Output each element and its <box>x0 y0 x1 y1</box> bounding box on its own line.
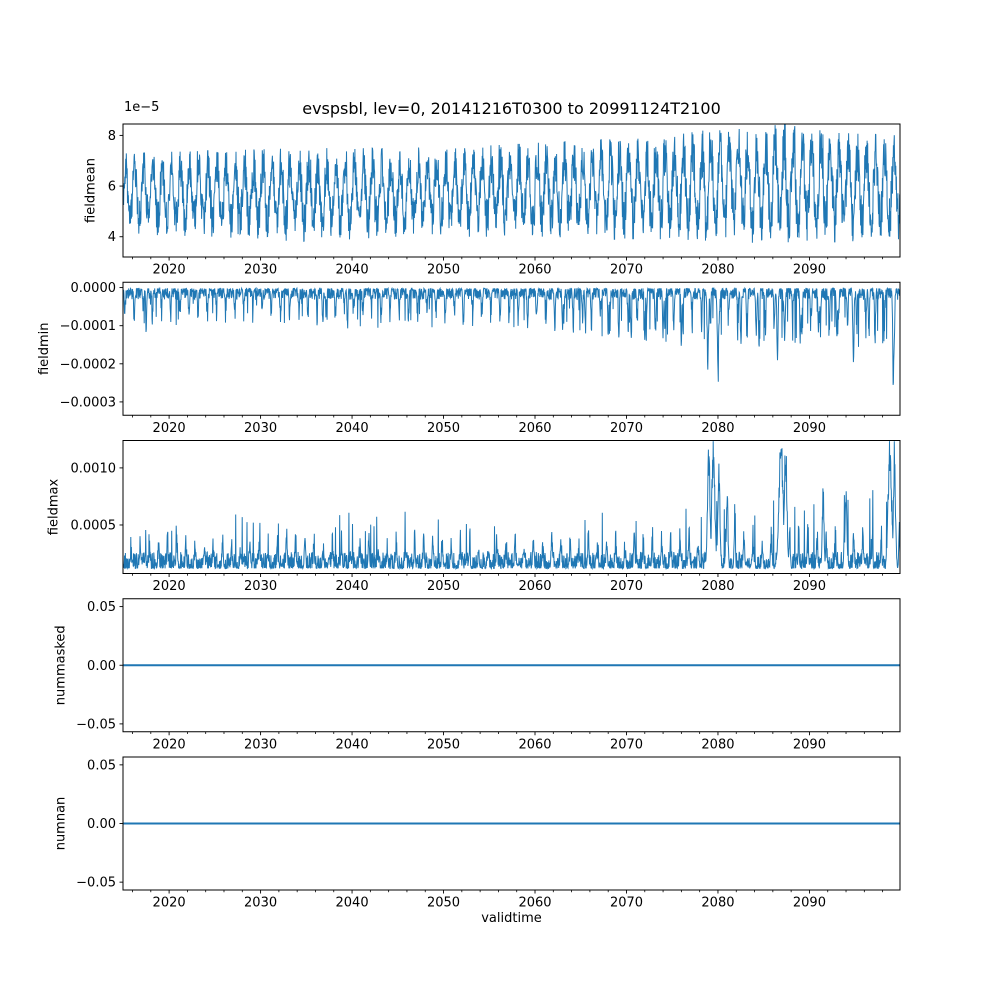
x-tick-label: 2030 <box>244 421 277 436</box>
x-tick-label: 2040 <box>336 579 369 594</box>
x-tick-label: 2040 <box>336 896 369 911</box>
x-tick-label: 2060 <box>518 737 551 752</box>
x-tick-label: 2030 <box>244 263 277 278</box>
axes-frame <box>122 123 901 258</box>
axes-frame <box>122 281 901 416</box>
y-axis-label-fieldmean: fieldmean <box>84 158 99 223</box>
x-tick-label: 2030 <box>244 737 277 752</box>
chart-title: evspsbl, lev=0, 20141216T0300 to 2099112… <box>302 99 721 118</box>
x-tick-label: 2040 <box>336 737 369 752</box>
x-tick-label: 2070 <box>610 737 643 752</box>
x-tick-label: 2090 <box>793 421 826 436</box>
x-tick-label: 2030 <box>244 896 277 911</box>
y-offset-label: 1e−5 <box>124 100 160 115</box>
y-tick-label: 4 <box>108 230 116 245</box>
subplot-nummasked: 2020 2030 2040 2050 2060 2070 2080 2090 −0.05 0.0… <box>54 598 901 752</box>
x-tick-label: 2070 <box>610 263 643 278</box>
x-tick-label: 2090 <box>793 896 826 911</box>
x-tick-label: 2050 <box>427 737 460 752</box>
y-axis-label-nummasked: nummasked <box>54 625 69 705</box>
x-tick-label: 2080 <box>701 737 734 752</box>
subplot-fieldmin: 2020 2030 2040 2050 2060 2070 2080 2090 0.0000 −0… <box>37 281 901 436</box>
subplot-numnan: 2020 2030 2040 2050 2060 2070 2080 2090 −0.05 0.0… <box>54 756 901 911</box>
subplot-fieldmean: 2020 2030 2040 2050 2060 2070 2080 2090 4 6 8 field… <box>84 123 901 278</box>
x-tick-label: 2020 <box>153 737 186 752</box>
x-tick-label: 2020 <box>153 579 186 594</box>
y-tick-label: −0.0001 <box>60 319 116 334</box>
x-tick-label: 2050 <box>427 263 460 278</box>
y-tick-label: −0.05 <box>76 717 116 732</box>
x-tick-label: 2070 <box>610 579 643 594</box>
y-axis-label-fieldmax: fieldmax <box>46 479 61 536</box>
x-tick-label: 2020 <box>153 263 186 278</box>
x-tick-label: 2070 <box>610 421 643 436</box>
series-line-fieldmax <box>123 441 900 571</box>
x-tick-label: 2090 <box>793 579 826 594</box>
x-tick-label: 2080 <box>701 579 734 594</box>
y-axis-label-numnan: numnan <box>54 797 69 851</box>
y-tick-label: 0.05 <box>87 758 116 773</box>
x-tick-label: 2040 <box>336 421 369 436</box>
x-tick-label: 2080 <box>701 263 734 278</box>
subplot-fieldmax: 2020 2030 2040 2050 2060 2070 2080 2090 0.0005 0.… <box>46 440 901 594</box>
y-tick-label: 0.05 <box>87 600 116 615</box>
y-tick-label: 0.0010 <box>71 461 117 476</box>
x-tick-label: 2020 <box>153 421 186 436</box>
x-tick-label: 2080 <box>701 896 734 911</box>
x-tick-label: 2020 <box>153 896 186 911</box>
x-axis-label: validtime <box>481 911 542 926</box>
series-line-fieldmean <box>123 124 900 243</box>
x-tick-label: 2060 <box>518 421 551 436</box>
x-tick-label: 2060 <box>518 579 551 594</box>
series-line-fieldmin <box>123 286 900 385</box>
x-tick-label: 2050 <box>427 896 460 911</box>
y-tick-label: 0.00 <box>87 659 116 674</box>
y-tick-label: 6 <box>108 180 116 195</box>
x-tick-label: 2090 <box>793 737 826 752</box>
x-tick-label: 2080 <box>701 421 734 436</box>
x-tick-label: 2050 <box>427 579 460 594</box>
axes-frame <box>122 756 901 891</box>
y-tick-label: −0.0003 <box>60 395 116 410</box>
x-tick-label: 2030 <box>244 579 277 594</box>
y-tick-label: 0.0000 <box>71 281 117 296</box>
y-axis-label-fieldmin: fieldmin <box>37 322 52 375</box>
y-tick-label: −0.0002 <box>60 357 116 372</box>
x-tick-label: 2060 <box>518 896 551 911</box>
x-tick-label: 2070 <box>610 896 643 911</box>
y-tick-label: −0.05 <box>76 876 116 891</box>
axes-frame <box>122 598 901 733</box>
y-tick-label: 0.0005 <box>71 518 117 533</box>
x-tick-label: 2050 <box>427 421 460 436</box>
y-tick-label: 0.00 <box>87 817 116 832</box>
y-tick-label: 8 <box>108 129 116 144</box>
x-tick-label: 2040 <box>336 263 369 278</box>
x-tick-label: 2060 <box>518 263 551 278</box>
x-tick-label: 2090 <box>793 263 826 278</box>
axes-frame <box>122 440 901 574</box>
